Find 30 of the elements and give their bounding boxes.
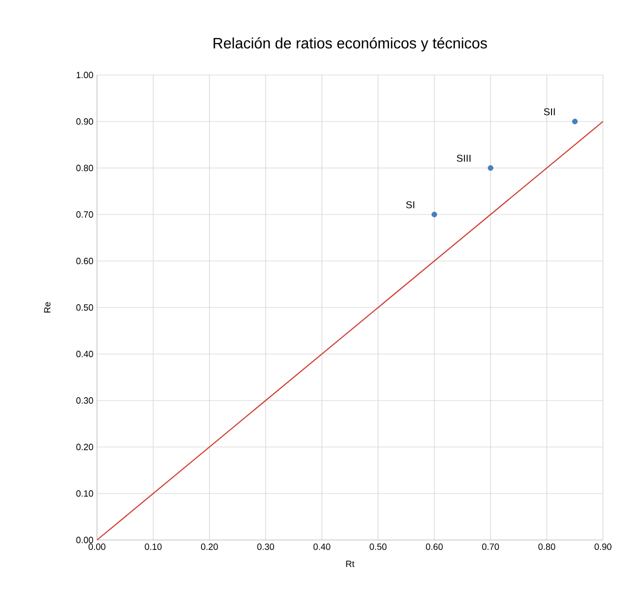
y-tick-label: 0.20 bbox=[76, 444, 94, 450]
point bbox=[572, 118, 578, 124]
y-tick-label: 0.60 bbox=[76, 258, 94, 264]
x-tick-label: 0.10 bbox=[144, 544, 162, 550]
x-tick-label: 0.20 bbox=[201, 544, 218, 550]
y-tick-label: 0.90 bbox=[76, 118, 94, 125]
x-tick-label: 0.60 bbox=[426, 544, 443, 550]
annotation: SIII bbox=[456, 154, 470, 162]
x-tick-label: 0.40 bbox=[313, 544, 330, 550]
annotation: SII bbox=[544, 108, 555, 116]
point bbox=[432, 212, 438, 218]
annotation: SI bbox=[406, 201, 414, 208]
x-tick-label: 0.90 bbox=[594, 544, 612, 550]
point bbox=[488, 165, 494, 171]
x-tick-label: 0.30 bbox=[257, 544, 274, 550]
y-tick-label: 0.70 bbox=[76, 211, 94, 218]
y-tick-label: 0.10 bbox=[76, 490, 94, 497]
x-axis-title: Rt bbox=[346, 560, 354, 568]
x-tick-label: 0.50 bbox=[370, 544, 387, 550]
x-tick-label: 0.00 bbox=[88, 544, 106, 550]
x-tick-label: 0.70 bbox=[482, 544, 499, 550]
y-tick-label: 0.50 bbox=[76, 304, 94, 311]
y-tick-label: 1.00 bbox=[76, 72, 94, 78]
y-tick-label: 0.00 bbox=[76, 536, 94, 544]
y-tick-label: 0.40 bbox=[76, 350, 94, 358]
y-tick-label: 0.80 bbox=[76, 164, 94, 172]
chart-title: Relación de ratios económicos y técnicos bbox=[214, 37, 487, 52]
y-axis-title: Re bbox=[44, 302, 50, 313]
y-tick-label: 0.30 bbox=[76, 397, 94, 404]
x-tick-label: 0.80 bbox=[538, 544, 556, 550]
